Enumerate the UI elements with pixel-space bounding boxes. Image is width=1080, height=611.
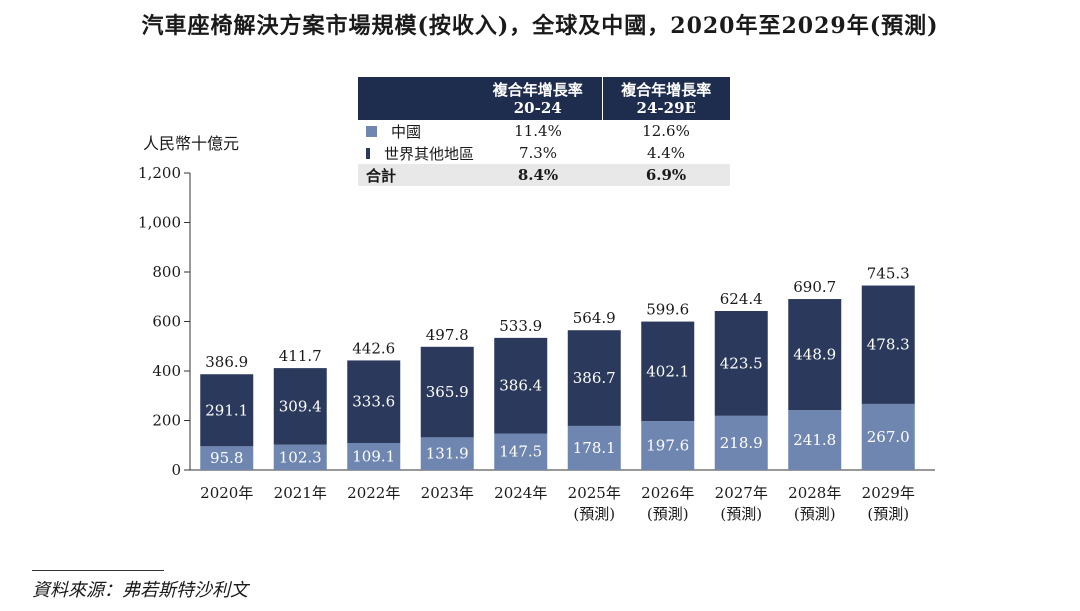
bar-segment-china	[788, 410, 842, 470]
bar-segment-china	[861, 403, 915, 470]
cagr-value: 7.3%	[518, 144, 558, 162]
cagr-value: 6.9%	[645, 166, 687, 184]
y-axis-unit-label: 人民幣十億元	[143, 134, 240, 153]
x-tick-label: 2023年	[421, 484, 474, 502]
data-label-rest-of-world: 386.7	[573, 369, 616, 387]
bar-segment-china	[200, 446, 254, 470]
cagr-total-label: 合計	[366, 166, 397, 185]
bar-segment-rest-of-world	[420, 346, 474, 438]
data-label-total: 690.7	[793, 278, 836, 296]
x-tick-note: (預測)	[794, 505, 836, 523]
data-label-total: 564.9	[573, 309, 616, 327]
x-tick-label: 2025年	[568, 484, 621, 502]
bar-segment-china	[641, 421, 695, 470]
data-label-rest-of-world: 386.4	[499, 377, 542, 395]
source-note: 資料來源：弗若斯特沙利文	[32, 580, 248, 601]
cagr-row-rest-of-world: 世界其他地區 7.3% 4.4%	[358, 142, 730, 164]
cagr-value: 4.4%	[646, 144, 686, 162]
data-label-total: 745.3	[867, 265, 910, 283]
data-label-total: 386.9	[205, 353, 248, 371]
y-tick-label: 800	[152, 263, 181, 281]
data-label-rest-of-world: 402.1	[646, 362, 689, 380]
x-tick-label: 2022年	[347, 484, 400, 502]
cagr-table: 複合年增長率 20-24 複合年增長率 24-29E 中國 11.4% 12.6…	[358, 77, 730, 186]
data-label-rest-of-world: 291.1	[205, 401, 248, 419]
cagr-header-col1: 複合年增長率 20-24	[492, 80, 583, 117]
x-tick-note: (預測)	[573, 505, 615, 523]
y-tick-label: 0	[171, 461, 181, 479]
data-label-china: 102.3	[279, 448, 322, 466]
cagr-header: 複合年增長率 20-24 複合年增長率 24-29E	[358, 77, 730, 120]
cagr-value: 11.4%	[514, 122, 562, 140]
data-label-total: 624.4	[720, 290, 763, 308]
source-divider	[32, 570, 164, 571]
bar-segment-rest-of-world	[861, 285, 915, 404]
cagr-row-china: 中國 11.4% 12.6%	[358, 120, 730, 142]
cagr-header-col2: 複合年增長率 24-29E	[601, 77, 731, 120]
x-tick-label: 2020年	[200, 484, 253, 502]
y-tick-label: 200	[152, 412, 181, 430]
data-label-china: 131.9	[426, 445, 469, 463]
x-tick-label: 2021年	[274, 484, 327, 502]
bar-segment-rest-of-world	[641, 321, 695, 422]
legend-swatch-rest	[366, 147, 370, 159]
data-label-rest-of-world: 365.9	[426, 383, 469, 401]
data-label-total: 533.9	[499, 317, 542, 335]
x-tick-label: 2028年	[788, 484, 841, 502]
data-label-china: 218.9	[720, 434, 763, 452]
x-tick-label: 2029年	[862, 484, 915, 502]
data-label-rest-of-world: 448.9	[793, 346, 836, 364]
data-label-china: 197.6	[646, 437, 689, 455]
bar-segment-rest-of-world	[788, 299, 842, 411]
legend-label-rest: 世界其他地區	[383, 144, 474, 163]
bar-segment-rest-of-world	[347, 360, 401, 443]
x-tick-label: 2024年	[494, 484, 547, 502]
x-tick-note: (預測)	[647, 505, 689, 523]
x-tick-note: (預測)	[867, 505, 909, 523]
legend-swatch-china	[366, 125, 377, 137]
cagr-value: 8.4%	[517, 166, 559, 184]
bar-segment-rest-of-world	[714, 311, 768, 416]
data-label-rest-of-world: 309.4	[279, 397, 322, 415]
data-label-total: 599.6	[646, 301, 689, 319]
y-tick-label: 1,200	[138, 164, 181, 182]
bar-segment-china	[420, 437, 474, 470]
bar-segment-rest-of-world	[494, 337, 548, 434]
y-tick-label: 600	[152, 313, 181, 331]
data-label-china: 241.8	[793, 431, 836, 449]
bar-segment-rest-of-world	[567, 330, 621, 426]
data-label-china: 178.1	[573, 439, 616, 457]
cagr-row-total: 合計 8.4% 6.9%	[358, 164, 730, 186]
data-label-china: 109.1	[352, 447, 395, 465]
data-label-total: 497.8	[426, 326, 469, 344]
data-label-rest-of-world: 333.6	[352, 393, 395, 411]
bar-segment-china	[714, 415, 768, 470]
data-label-china: 147.5	[499, 443, 542, 461]
y-tick-label: 400	[152, 362, 181, 380]
chart-title: 汽車座椅解決方案市場規模(按收入)，全球及中國，2020年至2029年(預測)	[141, 13, 939, 39]
legend-label-china: 中國	[391, 122, 422, 141]
bar-segment-china	[494, 433, 548, 470]
data-label-china: 95.8	[210, 449, 243, 467]
data-label-rest-of-world: 423.5	[720, 354, 763, 372]
data-label-china: 267.0	[867, 428, 910, 446]
bar-segment-china	[347, 442, 401, 470]
data-label-total: 411.7	[279, 347, 322, 365]
bar-segment-china	[567, 425, 621, 470]
bar-segment-rest-of-world	[273, 368, 327, 445]
x-tick-label: 2027年	[715, 484, 768, 502]
x-tick-label: 2026年	[641, 484, 694, 502]
bar-segment-china	[273, 444, 327, 470]
data-label-rest-of-world: 478.3	[867, 336, 910, 354]
cagr-value: 12.6%	[642, 122, 690, 140]
data-label-total: 442.6	[352, 339, 395, 357]
bar-segment-rest-of-world	[200, 374, 254, 447]
y-tick-label: 1,000	[138, 214, 181, 232]
x-tick-note: (預測)	[720, 505, 762, 523]
